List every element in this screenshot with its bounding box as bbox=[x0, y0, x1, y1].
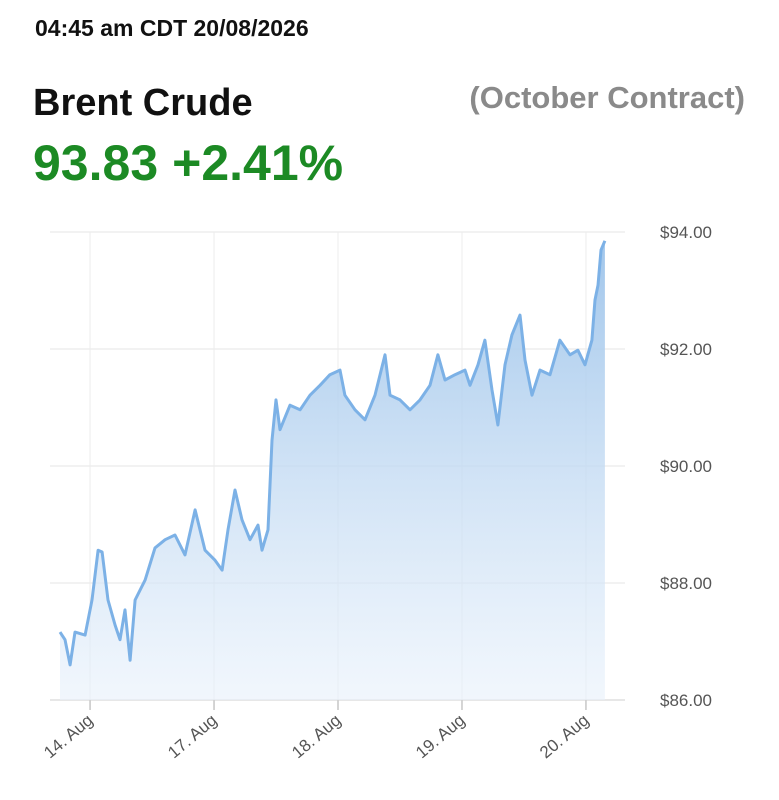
y-tick-label: $92.00 bbox=[660, 340, 712, 359]
x-tick-label: 18. Aug bbox=[288, 711, 344, 763]
x-tick-label: 20. Aug bbox=[536, 711, 592, 763]
price-line bbox=[58, 240, 607, 667]
timestamp: 04:45 am CDT 20/08/2026 bbox=[35, 15, 309, 41]
x-tick-label: 17. Aug bbox=[164, 711, 220, 763]
change: +2.41% bbox=[172, 135, 343, 191]
y-tick-label: $88.00 bbox=[660, 574, 712, 593]
chart-title: Brent Crude bbox=[33, 82, 253, 124]
y-tick-label: $90.00 bbox=[660, 457, 712, 476]
chart-subtitle: (October Contract) bbox=[469, 80, 745, 115]
y-tick-label: $94.00 bbox=[660, 223, 712, 242]
x-tick-label: 19. Aug bbox=[412, 711, 468, 763]
area-fill bbox=[60, 240, 605, 701]
quote: 93.83 +2.41% bbox=[33, 135, 343, 191]
y-tick-label: $86.00 bbox=[660, 691, 712, 710]
price: 93.83 bbox=[33, 135, 158, 191]
x-tick-label: 14. Aug bbox=[40, 711, 96, 763]
